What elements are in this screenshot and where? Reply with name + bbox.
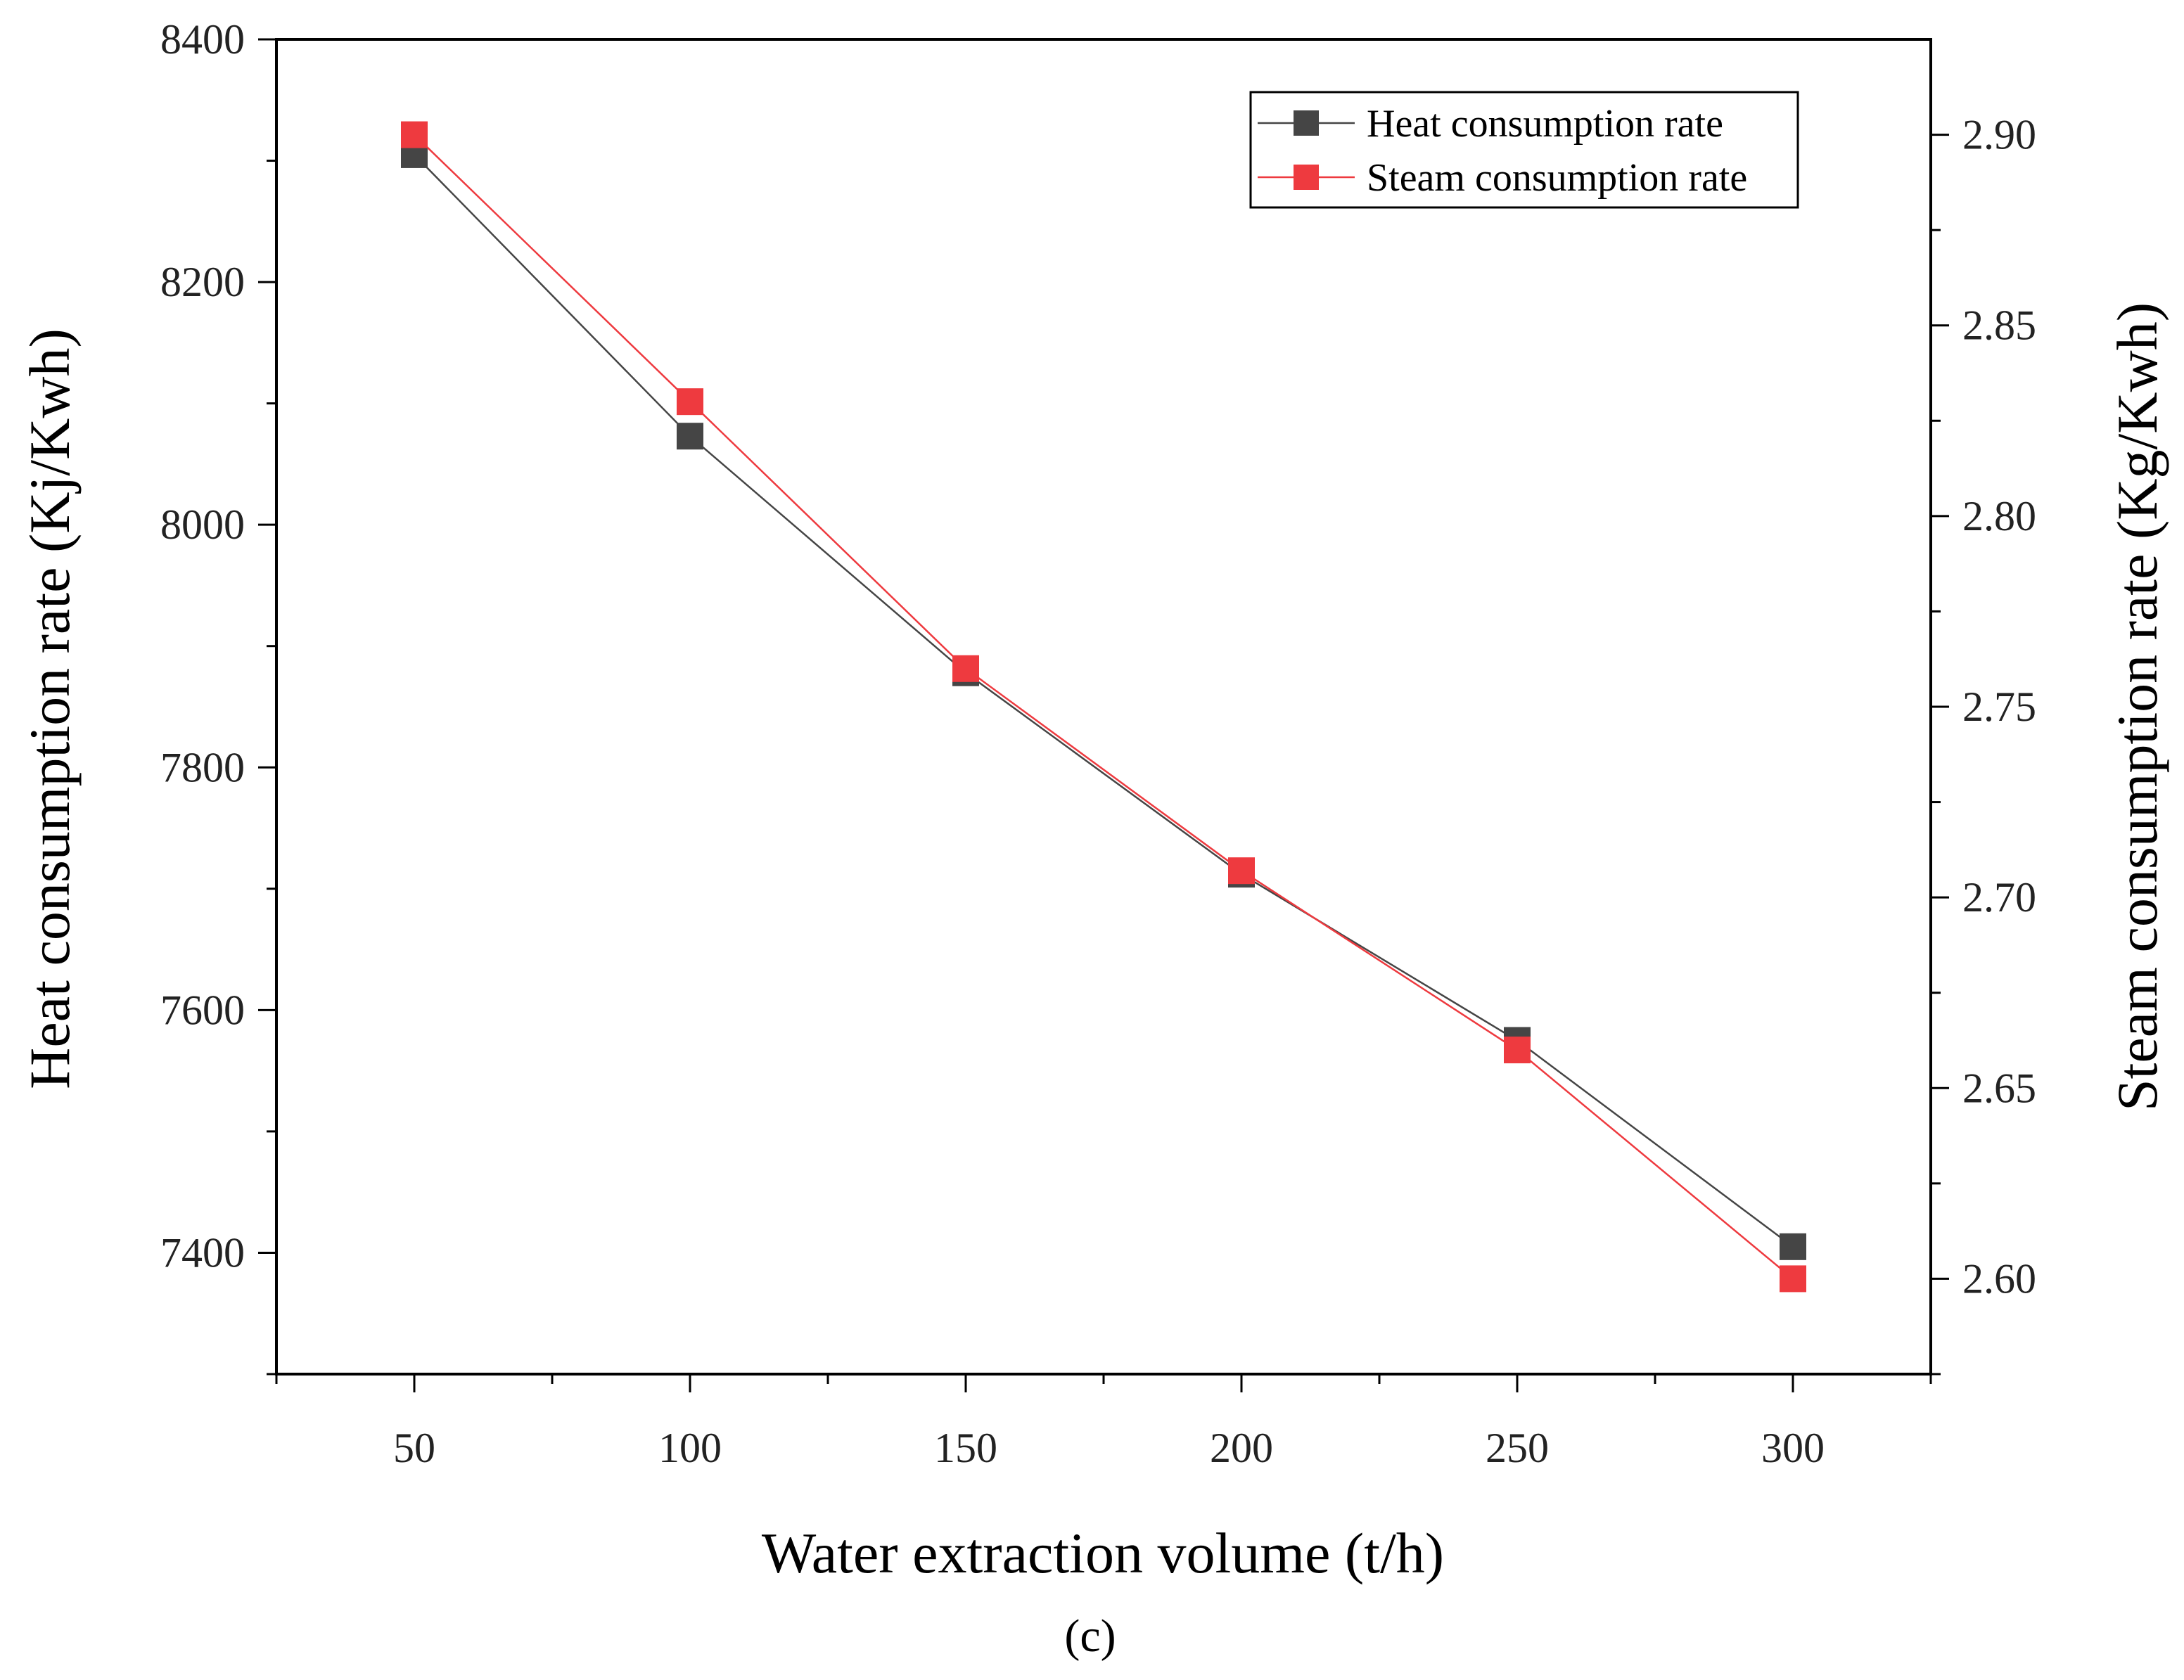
right-y-tick-label: 2.75	[1962, 684, 2036, 730]
right-y-tick-label: 2.80	[1962, 493, 2036, 539]
series-0-point	[1780, 1233, 1806, 1260]
legend-box	[1249, 91, 1799, 209]
left-y-tick-label: 7800	[160, 744, 245, 790]
right-y-axis-title: Steam consumption rate (Kg/Kwh)	[2105, 302, 2169, 1111]
x-tick-label: 250	[1486, 1425, 1549, 1471]
left-y-axis-title: Heat consumption rate (Kj/Kwh)	[18, 328, 82, 1089]
legend-marker-1	[1294, 165, 1319, 190]
legend: Heat consumption rate Steam consumption r…	[1249, 91, 1799, 209]
right-y-tick-label: 2.85	[1962, 302, 2036, 349]
left-y-tick-label: 7400	[160, 1229, 245, 1276]
x-tick-label: 300	[1761, 1425, 1825, 1471]
legend-label-1: Steam consumption rate	[1367, 156, 1747, 200]
x-axis-ticks: 50 100 150 200 250 300	[275, 1374, 1932, 1471]
left-y-tick-label: 8000	[160, 501, 245, 548]
x-tick-label: 200	[1210, 1425, 1273, 1471]
x-axis-title: Water extraction volume (t/h)	[762, 1521, 1444, 1585]
legend-marker-0	[1294, 110, 1319, 136]
series-layer	[401, 121, 1806, 1293]
right-y-axis-ticks: 2.60 2.65 2.70 2.75 2.80 2.85 2.90	[1931, 112, 2036, 1376]
left-y-axis-ticks: 7400 7600 7800 8000 8200 8400	[160, 16, 276, 1376]
series-line-0	[414, 154, 1794, 1248]
series-1-point	[1228, 857, 1255, 885]
x-tick-label: 150	[934, 1425, 997, 1471]
series-0-point	[677, 423, 703, 450]
legend-label-0: Heat consumption rate	[1367, 102, 1723, 146]
left-y-tick-label: 8200	[160, 259, 245, 305]
series-1-point	[1504, 1037, 1531, 1064]
figure-caption: (c)	[1064, 1610, 1116, 1662]
right-y-tick-label: 2.65	[1962, 1065, 2036, 1111]
x-tick-label: 50	[393, 1425, 435, 1471]
left-y-tick-label: 8400	[160, 16, 245, 63]
left-y-tick-label: 7600	[160, 987, 245, 1033]
series-1-point	[1780, 1265, 1806, 1293]
right-y-tick-label: 2.90	[1962, 112, 2036, 158]
plot-frame	[275, 38, 1932, 1376]
series-1-point	[952, 655, 979, 682]
series-1-point	[677, 388, 703, 416]
series-line-1	[414, 134, 1794, 1280]
series-1-point	[401, 121, 428, 148]
x-tick-label: 100	[658, 1425, 722, 1471]
right-y-tick-label: 2.70	[1962, 874, 2036, 921]
right-y-tick-label: 2.60	[1962, 1255, 2036, 1302]
